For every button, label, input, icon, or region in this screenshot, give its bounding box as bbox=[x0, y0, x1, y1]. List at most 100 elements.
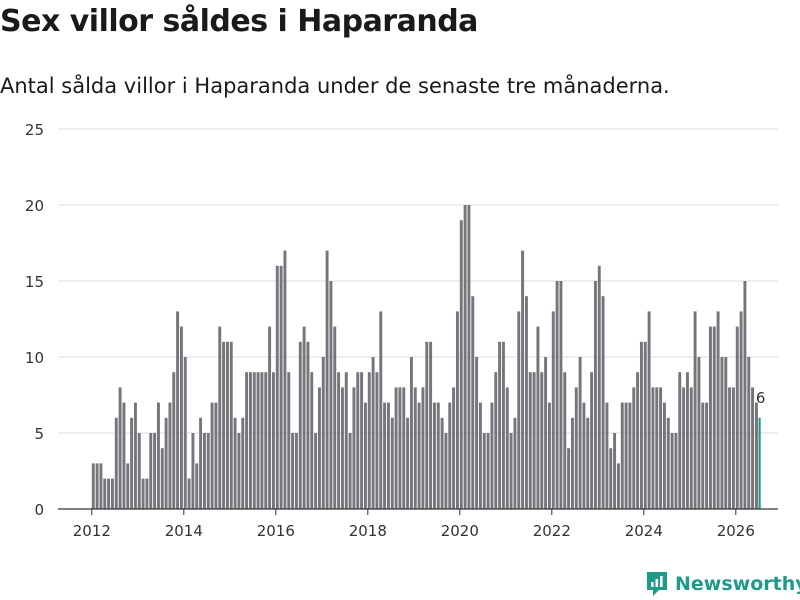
bar[interactable] bbox=[110, 478, 114, 509]
bar[interactable] bbox=[532, 372, 536, 509]
bar[interactable] bbox=[478, 402, 482, 509]
bar[interactable] bbox=[444, 433, 448, 509]
bar[interactable] bbox=[294, 433, 298, 509]
bar[interactable] bbox=[609, 448, 613, 509]
bar[interactable] bbox=[616, 463, 620, 509]
bar[interactable] bbox=[697, 357, 701, 509]
bar[interactable] bbox=[544, 357, 548, 509]
bar[interactable] bbox=[214, 402, 218, 509]
bar[interactable] bbox=[455, 311, 459, 509]
bar[interactable] bbox=[317, 387, 321, 509]
bar[interactable] bbox=[429, 341, 433, 509]
bar[interactable] bbox=[337, 372, 341, 509]
bar[interactable] bbox=[137, 433, 141, 509]
bar[interactable] bbox=[329, 281, 333, 509]
bar[interactable] bbox=[195, 463, 199, 509]
bar[interactable] bbox=[689, 387, 693, 509]
bar[interactable] bbox=[168, 402, 172, 509]
bar[interactable] bbox=[754, 402, 758, 509]
bar[interactable] bbox=[398, 387, 402, 509]
bar[interactable] bbox=[363, 402, 367, 509]
bar[interactable] bbox=[202, 433, 206, 509]
bar[interactable] bbox=[521, 250, 525, 509]
bar[interactable] bbox=[122, 402, 126, 509]
bar[interactable] bbox=[624, 402, 628, 509]
bar[interactable] bbox=[586, 417, 590, 509]
bar[interactable] bbox=[547, 402, 551, 509]
bar[interactable] bbox=[605, 402, 609, 509]
bar[interactable] bbox=[114, 417, 118, 509]
bar[interactable] bbox=[651, 387, 655, 509]
bar[interactable] bbox=[95, 463, 99, 509]
bar[interactable] bbox=[390, 417, 394, 509]
bar[interactable] bbox=[99, 463, 103, 509]
bar[interactable] bbox=[413, 387, 417, 509]
bar[interactable] bbox=[452, 387, 456, 509]
bar[interactable] bbox=[360, 372, 364, 509]
bar[interactable] bbox=[597, 265, 601, 509]
bar[interactable] bbox=[275, 265, 279, 509]
bar[interactable] bbox=[655, 387, 659, 509]
bar[interactable] bbox=[735, 326, 739, 509]
bar[interactable] bbox=[705, 402, 709, 509]
bar[interactable] bbox=[643, 341, 647, 509]
bar[interactable] bbox=[578, 357, 582, 509]
bar[interactable] bbox=[720, 357, 724, 509]
bar[interactable] bbox=[494, 372, 498, 509]
bar[interactable] bbox=[348, 433, 352, 509]
bar[interactable] bbox=[367, 372, 371, 509]
bar[interactable] bbox=[498, 341, 502, 509]
bar[interactable] bbox=[199, 417, 203, 509]
bar[interactable] bbox=[632, 387, 636, 509]
bar[interactable] bbox=[287, 372, 291, 509]
bar[interactable] bbox=[183, 357, 187, 509]
bar[interactable] bbox=[340, 387, 344, 509]
newsworthy-logo[interactable]: Newsworthy bbox=[645, 570, 800, 598]
bar[interactable] bbox=[279, 265, 283, 509]
bar[interactable] bbox=[440, 417, 444, 509]
bar[interactable] bbox=[283, 250, 287, 509]
bar[interactable] bbox=[237, 433, 241, 509]
bar[interactable] bbox=[528, 372, 532, 509]
bar[interactable] bbox=[540, 372, 544, 509]
bar[interactable] bbox=[233, 417, 237, 509]
bar[interactable] bbox=[229, 341, 233, 509]
bar[interactable] bbox=[475, 357, 479, 509]
bar[interactable] bbox=[103, 478, 107, 509]
bar[interactable] bbox=[375, 372, 379, 509]
bar[interactable] bbox=[751, 387, 755, 509]
bar[interactable] bbox=[551, 311, 555, 509]
bar[interactable] bbox=[559, 281, 563, 509]
bar[interactable] bbox=[708, 326, 712, 509]
bar[interactable] bbox=[628, 402, 632, 509]
bar[interactable] bbox=[172, 372, 176, 509]
bar[interactable] bbox=[693, 311, 697, 509]
bar[interactable] bbox=[436, 402, 440, 509]
bar[interactable] bbox=[160, 448, 164, 509]
bar[interactable] bbox=[218, 326, 222, 509]
bar[interactable] bbox=[747, 357, 751, 509]
bar[interactable] bbox=[314, 433, 318, 509]
bar[interactable] bbox=[421, 387, 425, 509]
bar[interactable] bbox=[386, 402, 390, 509]
bar[interactable] bbox=[662, 402, 666, 509]
bar[interactable] bbox=[555, 281, 559, 509]
bar[interactable] bbox=[206, 433, 210, 509]
bar[interactable] bbox=[647, 311, 651, 509]
bar[interactable] bbox=[321, 357, 325, 509]
bar[interactable] bbox=[463, 205, 467, 509]
bar[interactable] bbox=[659, 387, 663, 509]
bar-highlight[interactable] bbox=[758, 417, 761, 509]
bar[interactable] bbox=[509, 433, 513, 509]
bar[interactable] bbox=[149, 433, 153, 509]
bar[interactable] bbox=[245, 372, 249, 509]
bar[interactable] bbox=[306, 341, 310, 509]
bar[interactable] bbox=[593, 281, 597, 509]
bar[interactable] bbox=[130, 417, 134, 509]
bar[interactable] bbox=[394, 387, 398, 509]
bar[interactable] bbox=[256, 372, 260, 509]
bar[interactable] bbox=[417, 402, 421, 509]
bar[interactable] bbox=[210, 402, 214, 509]
bar[interactable] bbox=[310, 372, 314, 509]
bar[interactable] bbox=[517, 311, 521, 509]
